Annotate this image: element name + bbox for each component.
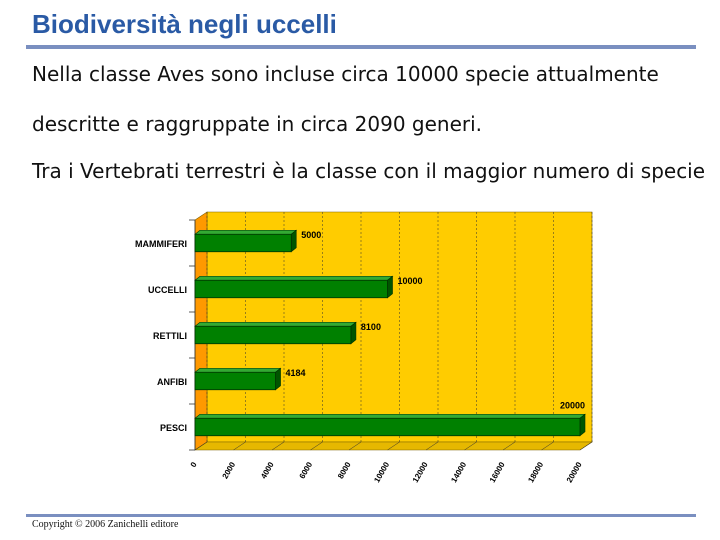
value-labels: 5000 10000 8100 4184 20000 bbox=[286, 230, 585, 410]
category-label: MAMMIFERI bbox=[135, 239, 187, 249]
paragraph-3: Tra i Vertebrati terrestri è la classe c… bbox=[32, 159, 706, 183]
title-underline bbox=[26, 45, 696, 49]
species-bar-chart: MAMMIFERI UCCELLI RETTILI ANFIBI PESCI 5000 1… bbox=[135, 211, 593, 484]
bar-end bbox=[387, 275, 393, 299]
floor-line bbox=[233, 441, 246, 451]
data-label: 10000 bbox=[398, 276, 423, 286]
bar-uccelli bbox=[194, 279, 388, 299]
x-tick-label: 8000 bbox=[336, 460, 353, 480]
category-labels: MAMMIFERI UCCELLI RETTILI ANFIBI PESCI bbox=[135, 239, 187, 433]
x-tick-label: 20000 bbox=[565, 460, 584, 484]
copyright-text: Copyright © 2006 Zanichelli editore bbox=[32, 519, 179, 530]
x-tick-label: 16000 bbox=[488, 460, 507, 484]
x-tick-label: 12000 bbox=[411, 460, 430, 484]
x-tick-label: 4000 bbox=[259, 460, 276, 480]
x-tick-label: 18000 bbox=[526, 460, 545, 484]
bar-top bbox=[194, 413, 586, 419]
footer-rule bbox=[26, 514, 696, 517]
bar-top bbox=[194, 229, 298, 235]
data-label: 8100 bbox=[361, 322, 381, 332]
bar-anfibi bbox=[194, 371, 276, 391]
floor-line bbox=[425, 441, 439, 451]
floor-line bbox=[464, 441, 477, 451]
category-label: UCCELLI bbox=[148, 285, 187, 295]
floor-line bbox=[310, 441, 323, 451]
data-label: 5000 bbox=[301, 230, 321, 240]
floor-line bbox=[348, 441, 362, 451]
data-label: 4184 bbox=[286, 368, 306, 378]
floor-line bbox=[271, 441, 285, 451]
floor-line bbox=[387, 441, 400, 451]
category-label: ANFIBI bbox=[157, 377, 187, 387]
slide-title: Biodiversità negli uccelli bbox=[32, 9, 337, 39]
x-tick-label: 10000 bbox=[372, 460, 391, 484]
floor-line bbox=[541, 441, 554, 451]
category-label: PESCI bbox=[160, 423, 187, 433]
bar-end bbox=[350, 321, 357, 345]
floor-line bbox=[194, 441, 208, 451]
bar-pesci bbox=[194, 417, 581, 437]
bar-end bbox=[579, 413, 586, 437]
x-tick-label: 14000 bbox=[449, 460, 468, 484]
bar-top bbox=[194, 321, 357, 327]
x-tick-label: 2000 bbox=[221, 460, 238, 480]
bar-top bbox=[194, 275, 394, 281]
bar-mammiferi bbox=[194, 233, 292, 253]
category-label: RETTILI bbox=[153, 331, 187, 341]
floor-line bbox=[502, 441, 516, 451]
bar-top bbox=[194, 367, 282, 373]
x-tick-labels: 0 2000 4000 6000 8000 10000 12000 14000 16000 180… bbox=[189, 460, 584, 484]
x-tick-label: 6000 bbox=[298, 460, 315, 480]
bar-rettili bbox=[194, 325, 352, 345]
x-tick-label: 0 bbox=[189, 460, 199, 469]
bar-end bbox=[290, 229, 297, 253]
paragraph-2: descritte e raggruppate in circa 2090 ge… bbox=[32, 112, 483, 136]
data-label: 20000 bbox=[560, 400, 585, 410]
bars bbox=[194, 229, 586, 437]
floor-line bbox=[579, 441, 593, 451]
bar-end bbox=[275, 367, 281, 391]
paragraph-1: Nella classe Aves sono incluse circa 100… bbox=[32, 62, 659, 86]
